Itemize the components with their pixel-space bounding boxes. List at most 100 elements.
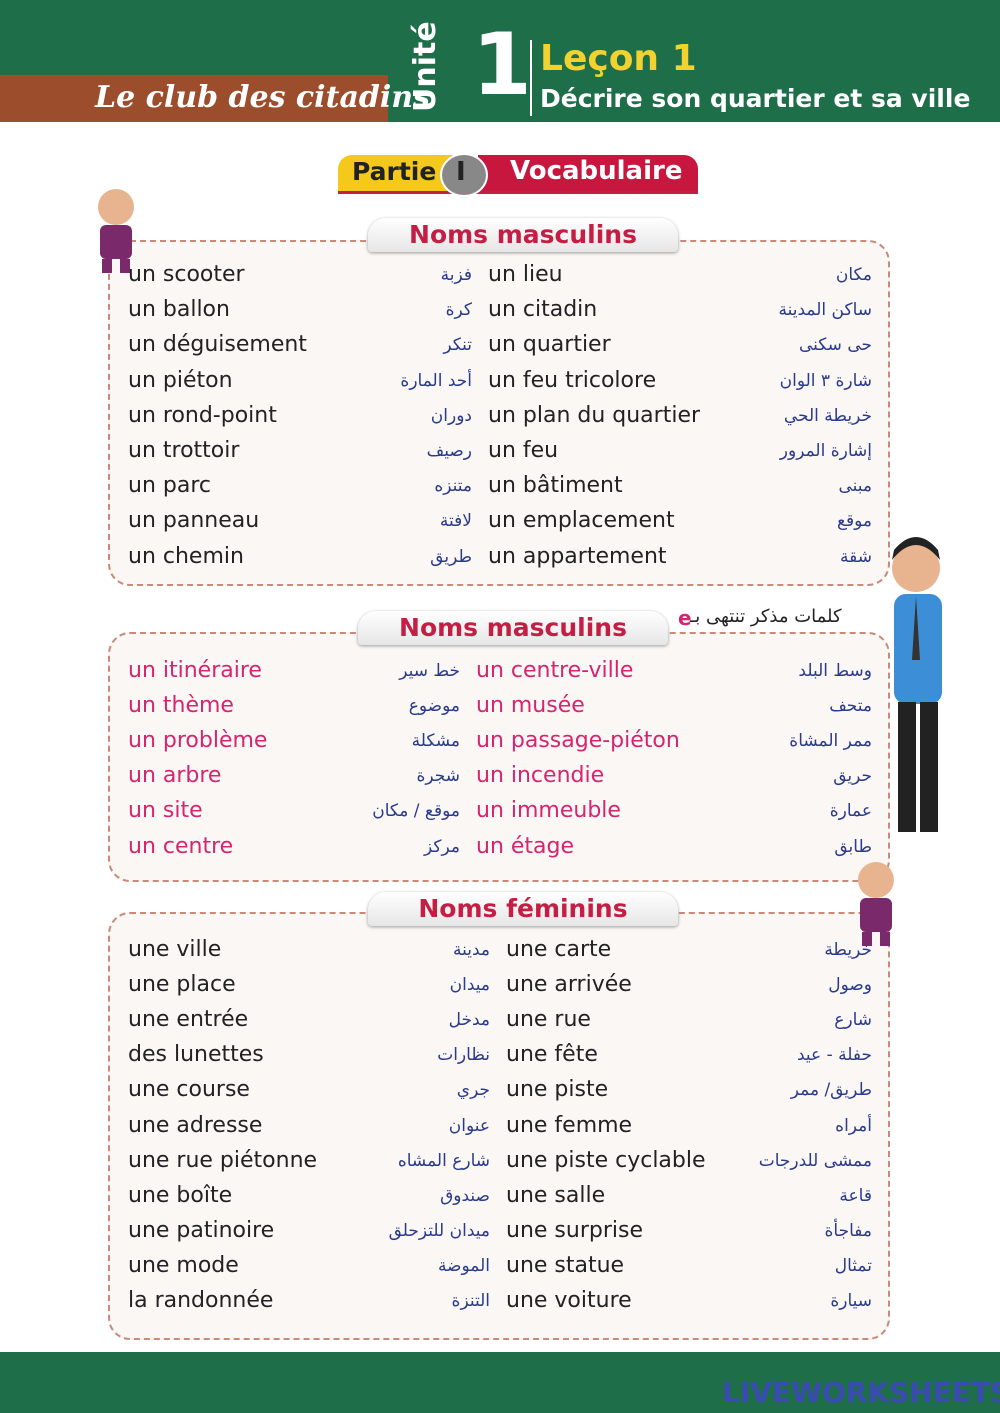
french-word: un musée xyxy=(476,693,585,719)
arabic-word: فزبة xyxy=(440,265,472,285)
arabic-word: حى سكنى xyxy=(798,335,872,356)
french-word: une carte xyxy=(506,937,612,962)
part-badge: Partie I Vocabulaire xyxy=(338,153,698,197)
arabic-word: رصيف xyxy=(426,441,472,461)
french-word: un centre-ville xyxy=(476,658,634,683)
french-word: un panneau xyxy=(128,508,260,534)
arabic-word: ممر المشاة xyxy=(789,731,872,752)
french-word: un bâtiment xyxy=(488,473,623,499)
lesson-title: Décrire son quartier et sa ville xyxy=(540,84,971,113)
section-box xyxy=(108,240,890,586)
french-word: une entrée xyxy=(128,1007,249,1033)
arabic-word: طابق xyxy=(834,836,872,857)
section-title: Noms masculins xyxy=(358,611,668,645)
french-word: un appartement xyxy=(488,543,667,569)
section-note-letter: e xyxy=(678,606,692,630)
arabic-word: مبنى xyxy=(838,476,872,497)
arabic-word: موضوع xyxy=(408,696,460,717)
arabic-word: شجرة xyxy=(416,766,460,787)
french-word: un étage xyxy=(476,833,575,859)
french-word: une statue xyxy=(506,1252,625,1278)
french-word: un scooter xyxy=(128,262,245,287)
french-word: un déguisement xyxy=(128,332,307,358)
arabic-word: موقع / مكان xyxy=(372,801,460,822)
french-word: un itinéraire xyxy=(128,658,262,683)
french-word: un centre xyxy=(128,833,234,859)
arabic-word: طريق/ ممر xyxy=(790,1080,872,1101)
french-word: une course xyxy=(128,1077,250,1103)
french-word: un trottoir xyxy=(128,438,240,463)
arabic-word: ميدان xyxy=(449,975,490,996)
french-word: un quartier xyxy=(488,332,611,358)
french-word: une piste cyclable xyxy=(506,1147,706,1173)
part-number: I xyxy=(456,157,466,187)
french-word: une femme xyxy=(506,1112,633,1138)
french-word: un plan du quartier xyxy=(488,402,701,428)
section-title: Noms féminins xyxy=(368,892,678,926)
arabic-word: جري xyxy=(456,1080,490,1101)
part-circle xyxy=(440,153,488,197)
french-word: une voiture xyxy=(506,1288,632,1313)
footer-brand: LIVEWORKSHEETS xyxy=(722,1376,1000,1409)
arabic-word: وسط البلد xyxy=(798,661,872,681)
arabic-word: شقة xyxy=(840,546,872,567)
arabic-word: سيارة xyxy=(830,1291,872,1311)
arabic-word: عنوان xyxy=(448,1115,490,1136)
french-word: un problème xyxy=(128,728,268,754)
french-word: un thème xyxy=(128,693,234,719)
arabic-word: مشكلة xyxy=(411,731,460,752)
arabic-word: ممشى للدرجات xyxy=(758,1150,872,1171)
part-yellow xyxy=(338,155,458,191)
french-word: un immeuble xyxy=(476,798,621,824)
arabic-word: وصول xyxy=(828,975,872,996)
arabic-word: خريطة xyxy=(824,940,872,960)
arabic-word: صندوق xyxy=(440,1185,490,1206)
club-ribbon xyxy=(0,75,388,122)
part-red xyxy=(478,155,698,191)
french-word: la randonnée xyxy=(128,1288,274,1313)
arabic-word: التنزة xyxy=(451,1291,490,1311)
arabic-word: إشارة المرور xyxy=(779,441,872,461)
arabic-word: حفلة - عيد xyxy=(797,1045,872,1066)
arabic-word: الموضة xyxy=(437,1255,490,1276)
arabic-word: مدينة xyxy=(452,940,490,960)
lesson: Leçon 1 xyxy=(540,38,697,79)
french-word: un parc xyxy=(128,473,211,499)
french-word: un passage-piéton xyxy=(476,728,680,754)
french-word: une salle xyxy=(506,1182,606,1208)
arabic-word: مفاجأة xyxy=(824,1220,872,1241)
french-word: une fête xyxy=(506,1042,598,1068)
french-word: une arrivée xyxy=(506,972,632,998)
french-word: une ville xyxy=(128,937,222,962)
teacher-figure xyxy=(892,537,942,832)
arabic-word: حريق xyxy=(833,766,872,787)
section-box xyxy=(108,912,890,1340)
kid-figure xyxy=(98,189,134,273)
arabic-word: خريطة الحي xyxy=(783,405,872,426)
arabic-word: خط سير xyxy=(399,661,460,681)
french-word: une rue xyxy=(506,1007,591,1033)
arabic-word: كرة xyxy=(445,300,472,321)
french-word: un emplacement xyxy=(488,508,675,534)
arabic-word: أمراه xyxy=(835,1115,872,1136)
french-word: un feu xyxy=(488,438,559,463)
unit-number: 1 xyxy=(472,15,532,115)
arabic-word: شارع المشاه xyxy=(397,1150,490,1171)
french-word: un feu tricolore xyxy=(488,367,657,393)
arabic-word: مدخل xyxy=(448,1010,490,1031)
arabic-word: شارة ٣ الوان xyxy=(779,370,872,391)
french-word: une piste xyxy=(506,1077,609,1103)
french-word: un ballon xyxy=(128,297,230,323)
french-word: une boîte xyxy=(128,1182,233,1208)
arabic-word: تنكر xyxy=(443,335,472,356)
french-word: un piéton xyxy=(128,367,233,393)
french-word: une surprise xyxy=(506,1217,643,1243)
french-word: une mode xyxy=(128,1252,239,1278)
divider xyxy=(530,40,532,116)
french-word: un citadin xyxy=(488,297,598,323)
french-word: une adresse xyxy=(128,1112,263,1138)
section-box xyxy=(108,632,890,882)
arabic-word: دوران xyxy=(430,405,472,426)
section-title: Noms masculins xyxy=(368,218,678,252)
